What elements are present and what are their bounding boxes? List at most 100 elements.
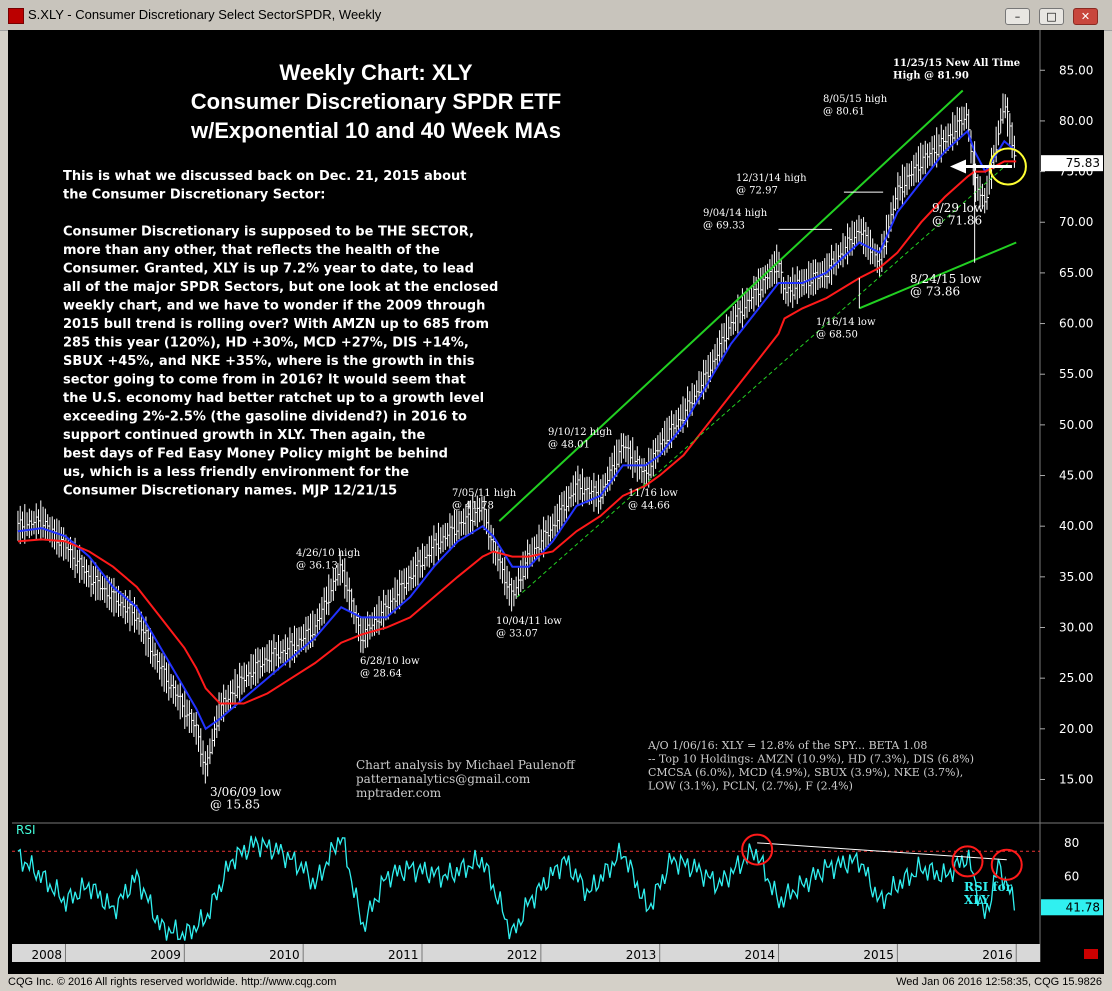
price-tick-label: 45.00 bbox=[1059, 469, 1093, 483]
credit-line: mptrader.com bbox=[356, 786, 442, 800]
price-tick-label: 20.00 bbox=[1059, 722, 1093, 736]
time-label: 2010 bbox=[269, 948, 300, 962]
commentary-line: Consumer Discretionary names. MJP 12/21/… bbox=[63, 484, 397, 499]
annotation-text: @ 36.13 bbox=[296, 561, 338, 572]
annotation-text: 9/04/14 high bbox=[703, 208, 768, 219]
holdings-line: CMCSA (6.0%), MCD (4.9%), SBUX (3.9%), N… bbox=[648, 766, 963, 779]
maximize-button[interactable]: □ bbox=[1039, 8, 1064, 25]
time-label: 2012 bbox=[507, 948, 538, 962]
price-tick-label: 50.00 bbox=[1059, 418, 1093, 432]
annotation-text: 4/26/10 high bbox=[296, 548, 361, 559]
annotation-text: 8/24/15 low bbox=[910, 272, 982, 286]
minimize-icon: – bbox=[1014, 10, 1021, 23]
price-tick-label: 15.00 bbox=[1059, 772, 1093, 786]
time-label: 2011 bbox=[388, 948, 419, 962]
rsi-divergence-line bbox=[757, 842, 1007, 861]
rsi-highlight-circle bbox=[741, 833, 774, 866]
chart-title-line: Weekly Chart: XLY bbox=[279, 60, 473, 85]
price-tick-label: 60.00 bbox=[1059, 317, 1093, 331]
commentary-line: support continued growth in XLY. Then ag… bbox=[63, 428, 426, 443]
annotation-text: 11/16 low bbox=[628, 488, 678, 499]
rsi-label: RSI bbox=[16, 823, 36, 837]
arrow-head-icon bbox=[950, 159, 966, 174]
price-tick-label: 80.00 bbox=[1059, 114, 1093, 128]
holdings-line: LOW (3.1%), PCLN, (2.7%), F (2.4%) bbox=[648, 780, 853, 793]
ema40-line bbox=[17, 160, 1017, 705]
commentary-line: 2015 bull trend is rolling over? With AM… bbox=[63, 317, 489, 332]
rsi-highlight-circle bbox=[951, 845, 984, 878]
holdings-line: -- Top 10 Holdings: AMZN (10.9%), HD (7.… bbox=[648, 753, 974, 766]
annotation-text: @ 28.64 bbox=[360, 669, 402, 680]
annotation-text: 10/04/11 low bbox=[496, 616, 562, 627]
commentary-line: sector going to come from in 2016? It wo… bbox=[63, 373, 466, 388]
rsi-tick-label: 60 bbox=[1064, 870, 1079, 884]
annotation-text: 12/31/14 high bbox=[736, 173, 807, 184]
window-title: S.XLY - Consumer Discretionary Select Se… bbox=[28, 7, 382, 22]
commentary-line: the Consumer Discretionary Sector: bbox=[63, 188, 325, 203]
price-tick-label: 35.00 bbox=[1059, 570, 1093, 584]
annotation-text: @ 71.86 bbox=[932, 214, 982, 228]
maximize-icon: □ bbox=[1046, 10, 1057, 23]
annotation-text: 7/05/11 high bbox=[452, 488, 517, 499]
time-label: 2013 bbox=[626, 948, 657, 962]
support-line bbox=[858, 241, 1017, 310]
annotation-text: 1/16/14 low bbox=[816, 317, 876, 328]
commentary-line: the U.S. economy had better ratchet up t… bbox=[63, 391, 484, 406]
price-tick-label: 65.00 bbox=[1059, 266, 1093, 280]
time-label: 2015 bbox=[863, 948, 894, 962]
rsi-note: XLY bbox=[964, 893, 990, 907]
annotation-text: @ 15.85 bbox=[210, 798, 260, 812]
annotation-text: 8/05/15 high bbox=[823, 94, 888, 105]
annotation-text: @ 48.01 bbox=[548, 440, 590, 451]
ema10-line bbox=[17, 129, 1017, 731]
rsi-last-label: 41.78 bbox=[1066, 900, 1100, 914]
commentary-line: SBUX +45%, and NKE +35%, where is the gr… bbox=[63, 354, 475, 369]
price-tick-label: 25.00 bbox=[1059, 671, 1093, 685]
time-label: 2014 bbox=[745, 948, 776, 962]
price-tick-label: 55.00 bbox=[1059, 367, 1093, 381]
annotation-text: 9/29 low bbox=[932, 201, 985, 215]
commentary-line: best days of Fed Easy Money Policy might… bbox=[63, 447, 448, 462]
rsi-tick-label: 80 bbox=[1064, 836, 1079, 850]
annotation-text: @ 80.61 bbox=[823, 107, 865, 118]
annotation-text: @ 33.07 bbox=[496, 629, 538, 640]
annotation-text: 9/10/12 high bbox=[548, 427, 613, 438]
commentary-line: weekly chart, and we have to wonder if t… bbox=[63, 299, 485, 314]
commentary-line: Consumer. Granted, XLY is up 7.2% year t… bbox=[63, 262, 474, 277]
close-button[interactable]: ✕ bbox=[1073, 8, 1098, 25]
rsi-last-box bbox=[1041, 899, 1103, 916]
annotation-text: 3/06/09 low bbox=[210, 785, 282, 799]
last-price-label: 75.83 bbox=[1066, 156, 1100, 170]
commentary-line: all of the major SPDR Sectors, but one l… bbox=[63, 280, 498, 295]
price-tick-label: 30.00 bbox=[1059, 621, 1093, 635]
annotation-text: @ 73.86 bbox=[910, 285, 960, 299]
upper-channel-line bbox=[498, 89, 964, 522]
price-tick-label: 70.00 bbox=[1059, 215, 1093, 229]
last-price-box bbox=[1041, 155, 1103, 172]
annotation-text: 11/25/15 New All Time bbox=[893, 58, 1020, 69]
credit-line: Chart analysis by Michael Paulenoff bbox=[356, 758, 576, 772]
footer-bar: CQG Inc. © 2016 All rights reserved worl… bbox=[0, 974, 1112, 991]
annotation-text: @ 41.78 bbox=[452, 501, 494, 512]
commentary-line: exceeding 2%-2.5% (the gasoline dividend… bbox=[63, 410, 467, 425]
credit-line: patternanalytics@gmail.com bbox=[356, 772, 531, 786]
annotation-text: @ 69.33 bbox=[703, 221, 745, 232]
time-axis-band bbox=[12, 944, 1040, 962]
time-label: 2008 bbox=[31, 948, 62, 962]
chart-title-line: Consumer Discretionary SPDR ETF bbox=[191, 89, 561, 114]
price-tick-label: 85.00 bbox=[1059, 63, 1093, 77]
rsi-line bbox=[17, 835, 1016, 941]
lower-channel-line bbox=[516, 161, 1011, 598]
annotation-text: @ 72.97 bbox=[736, 186, 778, 197]
time-label: 2009 bbox=[150, 948, 181, 962]
chart-title-line: w/Exponential 10 and 40 Week MAs bbox=[190, 118, 561, 143]
cqg-app-icon bbox=[8, 8, 24, 24]
annotation-text: @ 68.50 bbox=[816, 330, 858, 341]
commentary-line: This is what we discussed back on Dec. 2… bbox=[63, 169, 466, 184]
holdings-line: A/O 1/06/16: XLY = 12.8% of the SPY... B… bbox=[647, 739, 927, 752]
timestamp-text: Wed Jan 06 2016 12:58:35, CQG 15.9826 bbox=[896, 976, 1102, 988]
annotation-text: 6/28/10 low bbox=[360, 656, 420, 667]
annotation-text: High @ 81.90 bbox=[893, 71, 969, 82]
minimize-button[interactable]: – bbox=[1005, 8, 1030, 25]
